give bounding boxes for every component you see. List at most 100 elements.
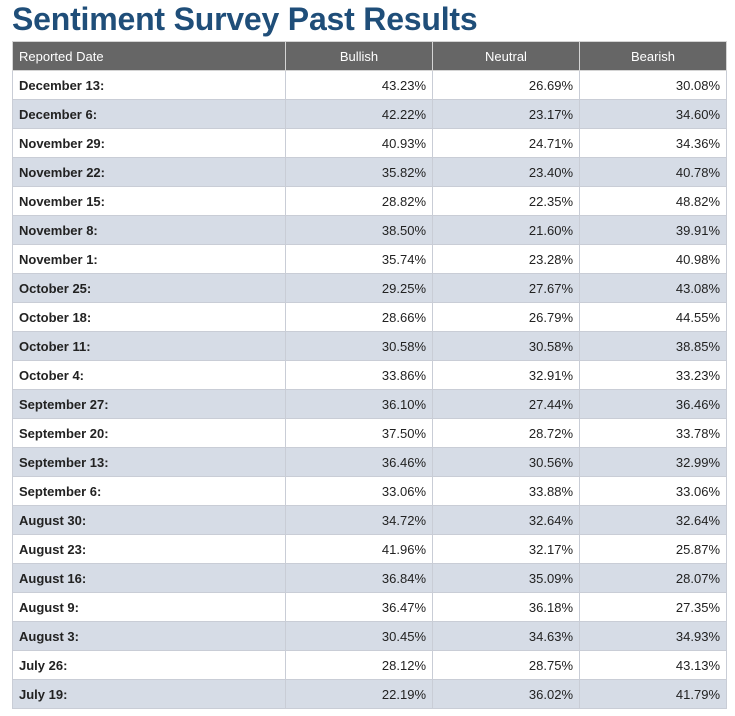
table-row: November 29: 40.93% 24.71% 34.36% [12,128,727,158]
neutral-cell: 22.35% [432,186,580,216]
bearish-cell: 44.55% [579,302,727,332]
reported-date-cell: July 19: [12,679,286,709]
bearish-cell: 25.87% [579,534,727,564]
bearish-cell: 40.98% [579,244,727,274]
table-row: November 8: 38.50% 21.60% 39.91% [12,215,727,245]
neutral-cell: 23.17% [432,99,580,129]
table-row: November 15: 28.82% 22.35% 48.82% [12,186,727,216]
bullish-cell: 22.19% [285,679,433,709]
neutral-cell: 28.72% [432,418,580,448]
table-row: December 13: 43.23% 26.69% 30.08% [12,70,727,100]
bearish-cell: 43.13% [579,650,727,680]
neutral-cell: 27.67% [432,273,580,303]
bullish-cell: 28.82% [285,186,433,216]
bullish-cell: 36.46% [285,447,433,477]
column-header-neutral: Neutral [432,41,580,71]
bearish-cell: 34.60% [579,99,727,129]
table-row: August 30: 34.72% 32.64% 32.64% [12,505,727,535]
neutral-cell: 23.40% [432,157,580,187]
column-header-bearish: Bearish [579,41,727,71]
table-row: August 16: 36.84% 35.09% 28.07% [12,563,727,593]
reported-date-cell: November 8: [12,215,286,245]
table-row: October 18: 28.66% 26.79% 44.55% [12,302,727,332]
neutral-cell: 36.02% [432,679,580,709]
reported-date-cell: October 18: [12,302,286,332]
reported-date-cell: November 29: [12,128,286,158]
table-row: July 19: 22.19% 36.02% 41.79% [12,679,727,709]
bullish-cell: 28.12% [285,650,433,680]
table-row: September 6: 33.06% 33.88% 33.06% [12,476,727,506]
reported-date-cell: October 25: [12,273,286,303]
bearish-cell: 39.91% [579,215,727,245]
reported-date-cell: November 15: [12,186,286,216]
neutral-cell: 32.17% [432,534,580,564]
bearish-cell: 34.93% [579,621,727,651]
neutral-cell: 27.44% [432,389,580,419]
bullish-cell: 36.47% [285,592,433,622]
reported-date-cell: September 20: [12,418,286,448]
table-row: August 9: 36.47% 36.18% 27.35% [12,592,727,622]
bearish-cell: 27.35% [579,592,727,622]
bullish-cell: 35.82% [285,157,433,187]
table-row: July 26: 28.12% 28.75% 43.13% [12,650,727,680]
neutral-cell: 30.56% [432,447,580,477]
neutral-cell: 34.63% [432,621,580,651]
neutral-cell: 36.18% [432,592,580,622]
neutral-cell: 26.69% [432,70,580,100]
reported-date-cell: August 9: [12,592,286,622]
neutral-cell: 26.79% [432,302,580,332]
bearish-cell: 38.85% [579,331,727,361]
neutral-cell: 35.09% [432,563,580,593]
table-row: October 11: 30.58% 30.58% 38.85% [12,331,727,361]
reported-date-cell: November 22: [12,157,286,187]
reported-date-cell: September 27: [12,389,286,419]
reported-date-cell: September 6: [12,476,286,506]
reported-date-cell: July 26: [12,650,286,680]
reported-date-cell: October 11: [12,331,286,361]
table-body: December 13: 43.23% 26.69% 30.08% December 6… [12,70,727,709]
table-row: November 22: 35.82% 23.40% 40.78% [12,157,727,187]
bearish-cell: 32.64% [579,505,727,535]
bearish-cell: 28.07% [579,563,727,593]
bullish-cell: 28.66% [285,302,433,332]
neutral-cell: 32.91% [432,360,580,390]
neutral-cell: 21.60% [432,215,580,245]
table-header: Reported Date Bullish Neutral Bearish [12,41,727,71]
bearish-cell: 40.78% [579,157,727,187]
bearish-cell: 41.79% [579,679,727,709]
sentiment-results-table: Reported Date Bullish Neutral Bearish De… [12,41,727,709]
reported-date-cell: October 4: [12,360,286,390]
bullish-cell: 34.72% [285,505,433,535]
neutral-cell: 28.75% [432,650,580,680]
bullish-cell: 33.06% [285,476,433,506]
bearish-cell: 48.82% [579,186,727,216]
reported-date-cell: August 23: [12,534,286,564]
column-header-reported-date: Reported Date [12,41,286,71]
table-row: October 4: 33.86% 32.91% 33.23% [12,360,727,390]
bullish-cell: 29.25% [285,273,433,303]
table-row: September 13: 36.46% 30.56% 32.99% [12,447,727,477]
bearish-cell: 32.99% [579,447,727,477]
reported-date-cell: August 30: [12,505,286,535]
bearish-cell: 30.08% [579,70,727,100]
bullish-cell: 43.23% [285,70,433,100]
bullish-cell: 35.74% [285,244,433,274]
bullish-cell: 30.45% [285,621,433,651]
bullish-cell: 42.22% [285,99,433,129]
reported-date-cell: August 16: [12,563,286,593]
neutral-cell: 23.28% [432,244,580,274]
bullish-cell: 36.10% [285,389,433,419]
neutral-cell: 24.71% [432,128,580,158]
bullish-cell: 40.93% [285,128,433,158]
table-row: September 27: 36.10% 27.44% 36.46% [12,389,727,419]
bullish-cell: 41.96% [285,534,433,564]
header-row: Reported Date Bullish Neutral Bearish [12,41,727,71]
reported-date-cell: September 13: [12,447,286,477]
bearish-cell: 33.06% [579,476,727,506]
bullish-cell: 38.50% [285,215,433,245]
bearish-cell: 34.36% [579,128,727,158]
table-row: September 20: 37.50% 28.72% 33.78% [12,418,727,448]
table-row: August 23: 41.96% 32.17% 25.87% [12,534,727,564]
table-row: August 3: 30.45% 34.63% 34.93% [12,621,727,651]
